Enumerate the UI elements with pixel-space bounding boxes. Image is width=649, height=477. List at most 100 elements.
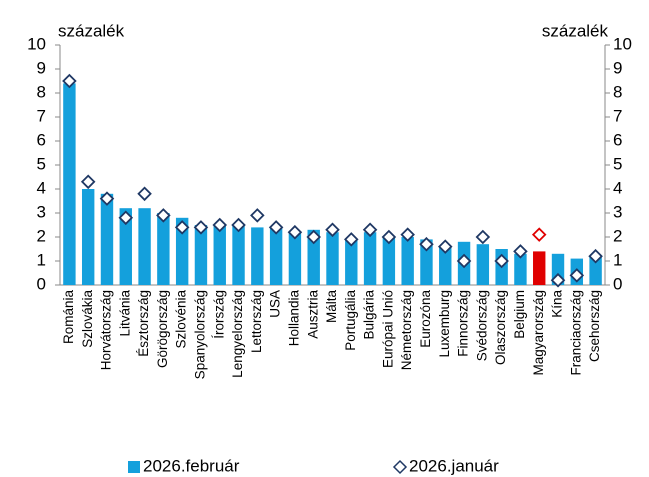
bar — [382, 237, 396, 285]
x-tick-label: USA — [268, 290, 283, 318]
y-tick-label: 6 — [37, 130, 46, 149]
marker — [212, 217, 228, 233]
bar — [401, 237, 414, 285]
legend-swatch — [128, 461, 140, 473]
x-tick-label: Németország — [399, 290, 414, 370]
x-tick-label: Lettország — [249, 290, 264, 353]
x-tick-label: Szlovákia — [80, 290, 95, 348]
x-tick-label: Franciaország — [568, 290, 583, 376]
marker — [475, 229, 491, 245]
x-tick-label: Európai Unió — [380, 290, 395, 368]
bar — [157, 213, 170, 285]
x-tick-label: Hollandia — [286, 290, 301, 347]
marker — [362, 222, 378, 238]
y-tick-label: 4 — [37, 178, 46, 197]
bar — [269, 227, 283, 285]
bar — [345, 239, 358, 285]
x-tick-label: Svédország — [474, 290, 489, 361]
y2-tick-label: 10 — [613, 34, 632, 53]
marker — [325, 222, 340, 238]
x-tick-label: Ausztria — [305, 290, 320, 339]
x-tick-label: Belgium — [512, 290, 527, 339]
marker — [231, 217, 246, 233]
y2-tick-label: 0 — [613, 274, 622, 293]
y-tick-label: 5 — [37, 154, 46, 173]
x-tick-label: Magyarország — [531, 290, 546, 376]
x-tick-label: Írország — [211, 290, 226, 339]
marker — [456, 253, 472, 269]
x-tick-label: Olaszország — [493, 290, 508, 365]
y2-tick-label: 6 — [613, 130, 622, 149]
y-axis-label: százalék — [58, 21, 125, 40]
y-tick-label: 10 — [27, 34, 46, 53]
y-tick-label: 2 — [37, 226, 46, 245]
marker — [569, 268, 585, 283]
legend-label: 2026.február — [143, 456, 240, 475]
marker — [156, 208, 171, 223]
y-tick-label: 3 — [37, 202, 46, 221]
bar — [533, 251, 546, 285]
bar — [213, 225, 226, 285]
y2-tick-label: 8 — [613, 82, 622, 101]
marker — [550, 272, 566, 288]
marker — [137, 186, 152, 202]
bar — [288, 232, 302, 285]
bar — [514, 253, 527, 285]
bar — [363, 232, 377, 285]
marker — [344, 232, 359, 247]
x-tick-label: Málta — [324, 290, 339, 324]
marker — [287, 224, 303, 240]
y2-tick-label: 7 — [613, 106, 622, 125]
x-tick-label: Bulgária — [362, 290, 377, 340]
legend-label: 2026.január — [409, 456, 499, 475]
bar — [326, 232, 339, 285]
x-tick-label: Csehország — [587, 290, 602, 362]
y2-axis-label: százalék — [542, 21, 609, 40]
marker — [531, 227, 547, 242]
y2-tick-label: 5 — [613, 154, 622, 173]
marker — [250, 208, 265, 223]
x-tick-label: Lengyelország — [230, 290, 245, 378]
bar — [307, 229, 320, 285]
marker — [381, 229, 397, 245]
x-tick-label: Románia — [61, 290, 76, 345]
legend-swatch — [392, 459, 408, 475]
bar — [251, 227, 264, 285]
x-tick-label: Spanyolország — [193, 290, 208, 379]
y2-tick-label: 1 — [613, 250, 622, 269]
y2-tick-label: 4 — [613, 178, 622, 197]
marker — [513, 244, 528, 259]
marker — [193, 220, 209, 235]
y2-tick-label: 3 — [613, 202, 622, 221]
marker — [174, 220, 190, 235]
y2-tick-label: 2 — [613, 226, 622, 245]
marker — [118, 210, 134, 226]
bar — [476, 244, 490, 285]
marker — [268, 220, 284, 235]
x-tick-label: Kína — [550, 290, 565, 318]
bar — [439, 246, 452, 285]
y-tick-label: 7 — [37, 106, 46, 125]
marker — [437, 239, 453, 254]
bar — [175, 217, 189, 285]
bar — [589, 256, 602, 285]
marker — [99, 191, 115, 206]
x-tick-label: Finnország — [456, 290, 471, 357]
marker — [494, 253, 509, 269]
marker — [62, 73, 77, 89]
y-tick-label: 0 — [37, 274, 46, 293]
marker — [400, 227, 415, 242]
y2-tick-label: 9 — [613, 58, 622, 77]
x-tick-label: Görögország — [155, 290, 170, 368]
x-tick-label: Észtország — [136, 290, 151, 357]
bar — [420, 239, 433, 285]
x-tick-label: Eurozóna — [418, 290, 433, 348]
marker — [588, 248, 603, 264]
y-tick-label: 1 — [37, 250, 46, 269]
marker — [419, 236, 434, 252]
y-tick-label: 9 — [37, 58, 46, 77]
bar — [81, 189, 95, 285]
marker — [306, 229, 321, 245]
bar — [138, 208, 151, 285]
